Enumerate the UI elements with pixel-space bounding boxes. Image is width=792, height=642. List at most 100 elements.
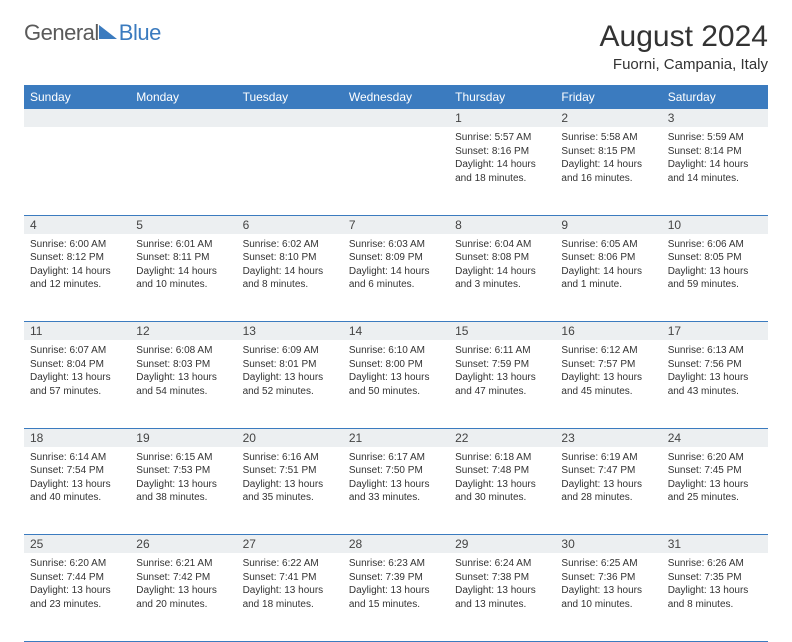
sunrise-text: Sunrise: 6:25 AM bbox=[561, 557, 655, 571]
day-cell: Sunrise: 6:00 AMSunset: 8:12 PMDaylight:… bbox=[24, 234, 130, 322]
daylight-text: Daylight: 13 hours and 43 minutes. bbox=[668, 371, 762, 398]
day-number: 4 bbox=[24, 215, 130, 234]
daynum-row: 11121314151617 bbox=[24, 322, 768, 341]
sunrise-text: Sunrise: 6:20 AM bbox=[30, 557, 124, 571]
day-number: 26 bbox=[130, 535, 236, 554]
day-cell-text: Sunrise: 6:08 AMSunset: 8:03 PMDaylight:… bbox=[136, 344, 230, 398]
sunrise-text: Sunrise: 6:07 AM bbox=[30, 344, 124, 358]
day-cell: Sunrise: 6:18 AMSunset: 7:48 PMDaylight:… bbox=[449, 447, 555, 535]
sunset-text: Sunset: 7:35 PM bbox=[668, 571, 762, 585]
daylight-text: Daylight: 14 hours and 12 minutes. bbox=[30, 265, 124, 292]
day-cell: Sunrise: 6:11 AMSunset: 7:59 PMDaylight:… bbox=[449, 340, 555, 428]
sunset-text: Sunset: 8:01 PM bbox=[243, 358, 337, 372]
day-cell: Sunrise: 5:57 AMSunset: 8:16 PMDaylight:… bbox=[449, 127, 555, 215]
sunset-text: Sunset: 8:00 PM bbox=[349, 358, 443, 372]
day-cell-text: Sunrise: 6:06 AMSunset: 8:05 PMDaylight:… bbox=[668, 238, 762, 292]
day-cell: Sunrise: 6:25 AMSunset: 7:36 PMDaylight:… bbox=[555, 553, 661, 641]
logo: General Blue bbox=[24, 20, 161, 46]
weekday-header: Tuesday bbox=[237, 85, 343, 109]
logo-text-general: General bbox=[24, 20, 99, 46]
sunrise-text: Sunrise: 6:11 AM bbox=[455, 344, 549, 358]
day-cell: Sunrise: 5:58 AMSunset: 8:15 PMDaylight:… bbox=[555, 127, 661, 215]
day-cell: Sunrise: 6:07 AMSunset: 8:04 PMDaylight:… bbox=[24, 340, 130, 428]
day-cell: Sunrise: 6:26 AMSunset: 7:35 PMDaylight:… bbox=[662, 553, 768, 641]
sunset-text: Sunset: 8:15 PM bbox=[561, 145, 655, 159]
day-cell: Sunrise: 6:04 AMSunset: 8:08 PMDaylight:… bbox=[449, 234, 555, 322]
sunset-text: Sunset: 8:12 PM bbox=[30, 251, 124, 265]
daylight-text: Daylight: 13 hours and 18 minutes. bbox=[243, 584, 337, 611]
sunrise-text: Sunrise: 6:23 AM bbox=[349, 557, 443, 571]
day-cell-text: Sunrise: 6:17 AMSunset: 7:50 PMDaylight:… bbox=[349, 451, 443, 505]
day-number: 3 bbox=[662, 109, 768, 127]
sunrise-text: Sunrise: 6:04 AM bbox=[455, 238, 549, 252]
sunset-text: Sunset: 7:44 PM bbox=[30, 571, 124, 585]
day-cell-text: Sunrise: 6:03 AMSunset: 8:09 PMDaylight:… bbox=[349, 238, 443, 292]
day-cell: Sunrise: 5:59 AMSunset: 8:14 PMDaylight:… bbox=[662, 127, 768, 215]
detail-row: Sunrise: 6:00 AMSunset: 8:12 PMDaylight:… bbox=[24, 234, 768, 322]
month-title: August 2024 bbox=[600, 20, 768, 54]
sunrise-text: Sunrise: 6:22 AM bbox=[243, 557, 337, 571]
daylight-text: Daylight: 14 hours and 18 minutes. bbox=[455, 158, 549, 185]
day-number: 7 bbox=[343, 215, 449, 234]
daylight-text: Daylight: 14 hours and 16 minutes. bbox=[561, 158, 655, 185]
day-number: 19 bbox=[130, 428, 236, 447]
daynum-row: 123 bbox=[24, 109, 768, 127]
day-cell-text: Sunrise: 6:26 AMSunset: 7:35 PMDaylight:… bbox=[668, 557, 762, 611]
daylight-text: Daylight: 13 hours and 57 minutes. bbox=[30, 371, 124, 398]
day-cell-text: Sunrise: 6:04 AMSunset: 8:08 PMDaylight:… bbox=[455, 238, 549, 292]
daynum-row: 25262728293031 bbox=[24, 535, 768, 554]
daylight-text: Daylight: 13 hours and 47 minutes. bbox=[455, 371, 549, 398]
daylight-text: Daylight: 13 hours and 52 minutes. bbox=[243, 371, 337, 398]
day-number: 28 bbox=[343, 535, 449, 554]
day-cell-text: Sunrise: 6:07 AMSunset: 8:04 PMDaylight:… bbox=[30, 344, 124, 398]
daylight-text: Daylight: 13 hours and 45 minutes. bbox=[561, 371, 655, 398]
detail-row: Sunrise: 6:20 AMSunset: 7:44 PMDaylight:… bbox=[24, 553, 768, 641]
detail-row: Sunrise: 6:07 AMSunset: 8:04 PMDaylight:… bbox=[24, 340, 768, 428]
daylight-text: Daylight: 13 hours and 54 minutes. bbox=[136, 371, 230, 398]
sunset-text: Sunset: 7:38 PM bbox=[455, 571, 549, 585]
day-cell: Sunrise: 6:15 AMSunset: 7:53 PMDaylight:… bbox=[130, 447, 236, 535]
weekday-header: Sunday bbox=[24, 85, 130, 109]
day-cell-text: Sunrise: 6:02 AMSunset: 8:10 PMDaylight:… bbox=[243, 238, 337, 292]
sunrise-text: Sunrise: 6:24 AM bbox=[455, 557, 549, 571]
day-number: 25 bbox=[24, 535, 130, 554]
daylight-text: Daylight: 13 hours and 23 minutes. bbox=[30, 584, 124, 611]
daylight-text: Daylight: 13 hours and 28 minutes. bbox=[561, 478, 655, 505]
sunset-text: Sunset: 8:14 PM bbox=[668, 145, 762, 159]
day-number: 8 bbox=[449, 215, 555, 234]
day-number: 17 bbox=[662, 322, 768, 341]
sunset-text: Sunset: 8:06 PM bbox=[561, 251, 655, 265]
sunset-text: Sunset: 7:59 PM bbox=[455, 358, 549, 372]
sunrise-text: Sunrise: 6:13 AM bbox=[668, 344, 762, 358]
daynum-row: 18192021222324 bbox=[24, 428, 768, 447]
sunset-text: Sunset: 8:10 PM bbox=[243, 251, 337, 265]
day-number: 2 bbox=[555, 109, 661, 127]
day-cell: Sunrise: 6:12 AMSunset: 7:57 PMDaylight:… bbox=[555, 340, 661, 428]
sunset-text: Sunset: 7:51 PM bbox=[243, 464, 337, 478]
daylight-text: Daylight: 13 hours and 33 minutes. bbox=[349, 478, 443, 505]
daylight-text: Daylight: 13 hours and 40 minutes. bbox=[30, 478, 124, 505]
day-number: 23 bbox=[555, 428, 661, 447]
sunrise-text: Sunrise: 6:05 AM bbox=[561, 238, 655, 252]
sunrise-text: Sunrise: 6:14 AM bbox=[30, 451, 124, 465]
day-number: 21 bbox=[343, 428, 449, 447]
sunset-text: Sunset: 7:42 PM bbox=[136, 571, 230, 585]
day-cell: Sunrise: 6:02 AMSunset: 8:10 PMDaylight:… bbox=[237, 234, 343, 322]
sunset-text: Sunset: 8:08 PM bbox=[455, 251, 549, 265]
day-number: 30 bbox=[555, 535, 661, 554]
sunset-text: Sunset: 7:54 PM bbox=[30, 464, 124, 478]
day-number bbox=[237, 109, 343, 127]
sunrise-text: Sunrise: 6:12 AM bbox=[561, 344, 655, 358]
daynum-row: 45678910 bbox=[24, 215, 768, 234]
day-number: 15 bbox=[449, 322, 555, 341]
sunrise-text: Sunrise: 6:02 AM bbox=[243, 238, 337, 252]
sunrise-text: Sunrise: 5:59 AM bbox=[668, 131, 762, 145]
daylight-text: Daylight: 13 hours and 35 minutes. bbox=[243, 478, 337, 505]
day-number: 9 bbox=[555, 215, 661, 234]
sunset-text: Sunset: 8:11 PM bbox=[136, 251, 230, 265]
day-cell: Sunrise: 6:22 AMSunset: 7:41 PMDaylight:… bbox=[237, 553, 343, 641]
day-cell-text: Sunrise: 6:01 AMSunset: 8:11 PMDaylight:… bbox=[136, 238, 230, 292]
day-cell: Sunrise: 6:19 AMSunset: 7:47 PMDaylight:… bbox=[555, 447, 661, 535]
day-number: 12 bbox=[130, 322, 236, 341]
day-number: 18 bbox=[24, 428, 130, 447]
